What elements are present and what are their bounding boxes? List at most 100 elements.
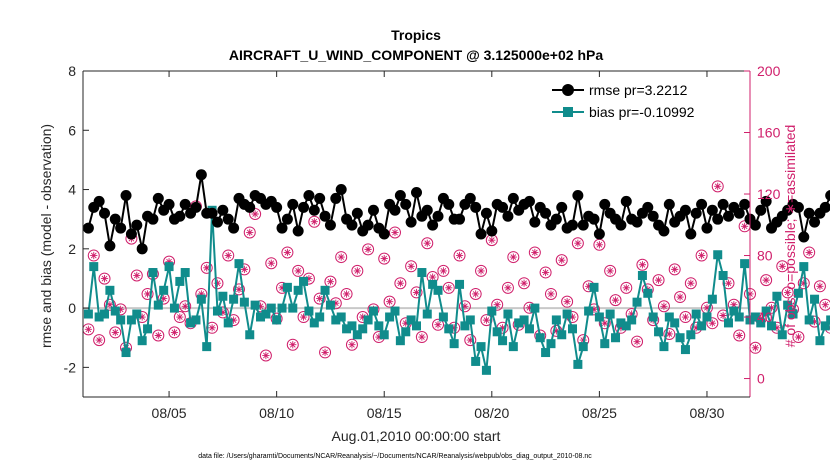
rmse-point (271, 201, 283, 213)
bias-point (218, 291, 228, 301)
nobs-possible-point (706, 317, 719, 330)
bias-point (632, 297, 642, 307)
nobs-assimilated-point (84, 325, 92, 333)
nobs-assimilated-point (778, 262, 786, 270)
nobs-assimilated-point (579, 336, 587, 344)
rmse-point (346, 219, 358, 231)
nobs-possible-point (292, 264, 305, 277)
rmse-point (739, 198, 751, 210)
nobs-possible-point (797, 277, 810, 290)
rmse-point (803, 207, 815, 219)
rmse-point (588, 213, 600, 225)
nobs-assimilated-point (353, 267, 361, 275)
nobs-assimilated-point (805, 248, 813, 257)
nobs-possible-point (324, 275, 337, 288)
bias-point (137, 336, 147, 346)
nobs-possible-point (98, 272, 111, 285)
bias-point (169, 303, 179, 313)
nobs-assimilated-point (423, 239, 431, 247)
nobs-possible-point (130, 269, 143, 282)
axis-ticks-layer: 08/05 08/10 08/15 08/20 08/25 08/30-202468040… (64, 63, 781, 421)
nobs-assimilated-point (90, 251, 98, 260)
bias-point (299, 276, 309, 286)
nobs-possible-point (362, 243, 375, 256)
nobs-assimilated-point (439, 267, 447, 275)
rmse-point (502, 210, 514, 222)
bias-point (422, 309, 432, 319)
rmse-point (179, 198, 191, 210)
nobs-assimilated-point (509, 253, 517, 261)
rmse-point (421, 204, 433, 216)
nobs-assimilated-point (595, 241, 603, 249)
rmse-point (335, 184, 347, 196)
rmse-point (314, 192, 326, 204)
nobs-possible-point (286, 338, 299, 351)
nobs-possible-point (394, 277, 407, 290)
rmse-point (298, 201, 310, 213)
nobs-possible-point (437, 264, 450, 277)
bias-point (594, 312, 604, 322)
bias-point (460, 321, 470, 331)
nobs-assimilated-point (568, 313, 577, 321)
nobs-possible-point (109, 326, 122, 339)
nobs-possible-point (351, 264, 364, 277)
bias-point (557, 330, 567, 340)
nobs-possible-point (87, 249, 100, 262)
nobs-possible-point (620, 281, 633, 294)
nobs-assimilated-point (671, 265, 679, 273)
nobs-possible-point (652, 274, 665, 287)
nobs-assimilated-point (375, 333, 383, 341)
rmse-point (174, 210, 186, 222)
nobs-assimilated-point (585, 282, 593, 290)
bias-point (503, 309, 513, 319)
bias-point (110, 306, 120, 316)
bias-point (83, 309, 93, 319)
bias-point (368, 306, 378, 316)
nobs-assimilated-point (482, 316, 491, 324)
nobs-possible-point (200, 261, 213, 274)
nobs-assimilated-point (348, 341, 356, 349)
rmse-point (443, 198, 455, 210)
nobs-assimilated-point (633, 338, 641, 346)
bias-point (713, 250, 723, 260)
bias-point (589, 282, 599, 292)
nobs-assimilated-point (617, 324, 625, 332)
bias-point (643, 288, 653, 298)
nobs-assimilated-point (455, 251, 464, 260)
rmse-point (809, 216, 821, 228)
nobs-possible-point (335, 251, 348, 264)
rmse-point (228, 222, 240, 234)
rmse-point (147, 213, 159, 225)
bias-point (293, 285, 303, 295)
bias-point (315, 312, 325, 322)
nobs-possible-point (674, 291, 687, 304)
bias-point (535, 333, 545, 343)
nobs-assimilated-point (240, 265, 248, 273)
rmse-point (330, 192, 342, 204)
bias-point (121, 348, 131, 358)
nobs-assimilated-point (821, 301, 829, 309)
nobs-assimilated-point (445, 284, 453, 292)
rmse-point (104, 240, 116, 252)
nobs-possible-point (776, 260, 789, 273)
nobs-assimilated-point (676, 293, 684, 301)
nobs-assimilated-point (305, 274, 313, 283)
rmse-point (566, 219, 578, 231)
y-right-tick-label: 120 (757, 186, 781, 202)
bias-point (648, 312, 658, 322)
bias-point (756, 318, 766, 328)
bias-point (514, 318, 524, 328)
nobs-possible-point (243, 226, 256, 239)
nobs-assimilated-point (176, 313, 184, 321)
nobs-possible-point (631, 335, 644, 348)
nobs-assimilated-point (590, 305, 598, 313)
nobs-assimilated-point (601, 319, 609, 327)
nobs-assimilated-point (665, 330, 673, 338)
bias-point (379, 330, 389, 340)
y-right-tick-label: 40 (757, 309, 773, 325)
bias-point (406, 315, 416, 325)
rmse-point (733, 207, 745, 219)
nobs-assimilated-point (197, 290, 205, 298)
bias-point (186, 318, 196, 328)
nobs-assimilated-point (638, 261, 647, 269)
